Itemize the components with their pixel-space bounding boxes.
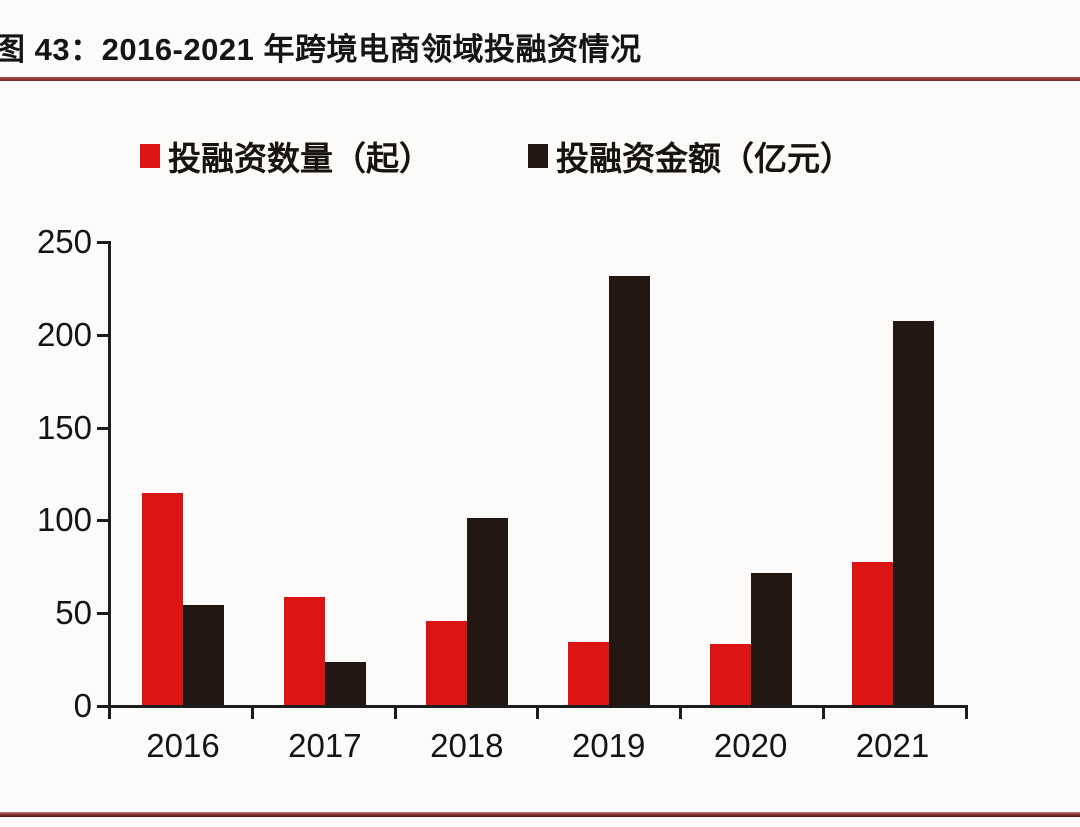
y-axis-label-0: 0 [73, 687, 92, 724]
y-axis-label-50: 50 [55, 594, 92, 631]
bar-amount-2018 [467, 518, 508, 705]
legend-label-count: 投融资数量（起） [168, 140, 432, 177]
x-axis-tick-0 [108, 705, 111, 719]
bar-count-2016 [142, 493, 183, 705]
red-square-icon [140, 144, 160, 168]
x-axis-label-2019: 2019 [571, 727, 646, 764]
x-axis-label-2016: 2016 [146, 727, 220, 764]
legend-label-amount: 投融资金额（亿元） [556, 140, 853, 177]
y-axis-label-250: 250 [36, 223, 92, 260]
legend-item-amount: 投融资金额（亿元） [528, 132, 853, 180]
x-axis-label-2018: 2018 [430, 727, 504, 764]
bar-count-2020 [710, 644, 751, 705]
title-separator-line [0, 77, 1080, 81]
x-axis-tick-2 [394, 705, 397, 719]
x-axis-label-2021: 2021 [855, 727, 930, 764]
x-axis-tick-4 [679, 705, 682, 719]
bar-amount-2016 [183, 605, 224, 705]
y-axis-label-200: 200 [36, 316, 92, 353]
chart-legend: 投融资数量（起） 投融资金额（亿元） [140, 134, 853, 178]
y-axis-tick-100 [97, 519, 108, 522]
x-axis-label-2020: 2020 [713, 727, 788, 764]
footer-separator-line [0, 812, 1080, 817]
x-axis-tick-5 [822, 705, 825, 719]
legend-item-count: 投融资数量（起） [140, 132, 432, 180]
x-axis-tick-6 [965, 705, 968, 719]
bar-amount-2017 [325, 662, 366, 705]
bar-amount-2019 [609, 276, 650, 705]
y-axis-tick-150 [97, 427, 108, 430]
y-axis-line [108, 241, 111, 708]
bar-count-2017 [284, 597, 325, 705]
y-axis-tick-250 [97, 241, 108, 244]
bar-amount-2020 [751, 573, 792, 705]
y-axis-tick-200 [97, 334, 108, 337]
x-axis-tick-3 [536, 705, 539, 719]
bar-amount-2021 [893, 321, 934, 705]
x-axis-tick-1 [251, 705, 254, 719]
bar-count-2019 [568, 642, 609, 705]
page-title: 图 43：2016-2021 年跨境电商领域投融资情况 [0, 32, 642, 67]
x-axis-label-2017: 2017 [288, 727, 362, 764]
black-square-icon [528, 144, 548, 168]
bar-count-2021 [852, 562, 893, 705]
y-axis-label-100: 100 [36, 501, 92, 538]
y-axis-label-150: 150 [36, 409, 92, 446]
y-axis-tick-50 [97, 612, 108, 615]
y-axis-tick-0 [97, 705, 108, 708]
bar-count-2018 [426, 621, 467, 705]
